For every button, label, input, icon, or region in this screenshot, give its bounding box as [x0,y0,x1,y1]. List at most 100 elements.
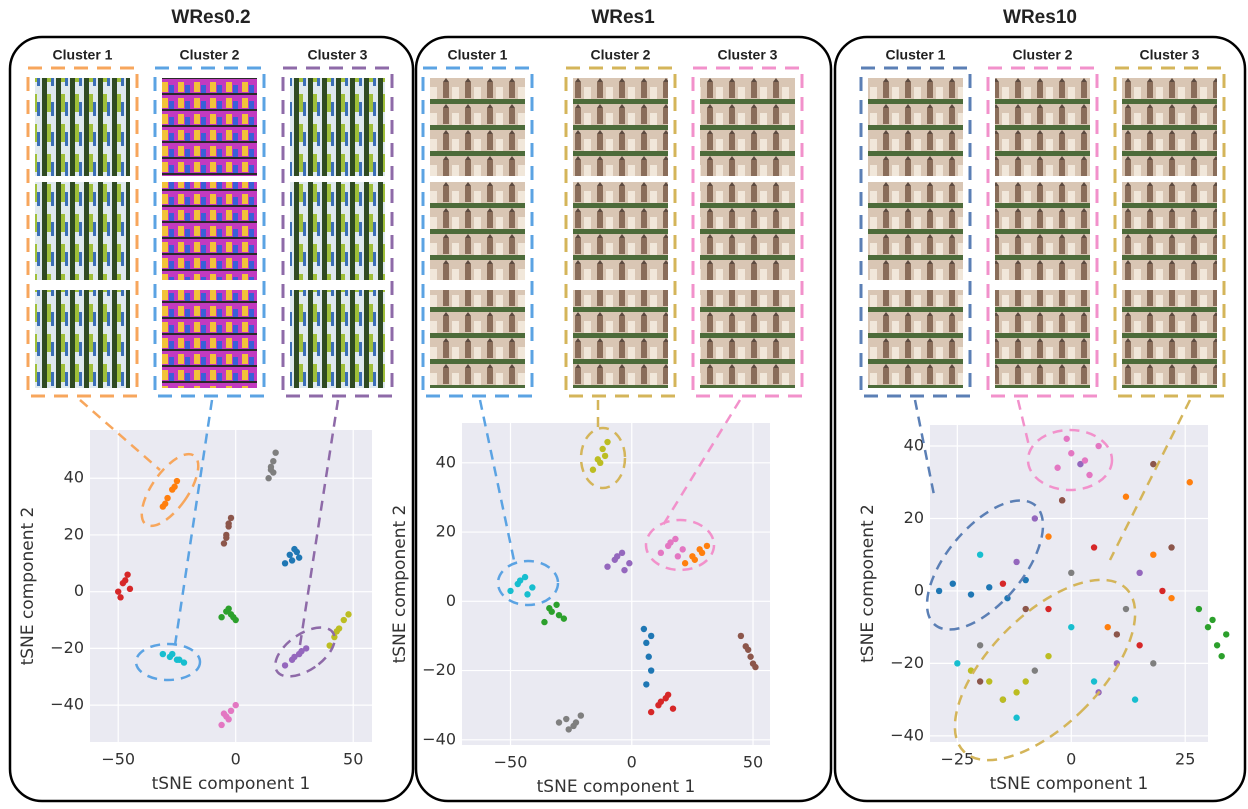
scatter-point [749,660,757,667]
y-tick-label: 0 [914,580,924,599]
scatter-point [345,611,352,618]
scatter-point [232,701,239,709]
image-tile [868,182,963,280]
scatter-point [1013,558,1020,566]
scatter-point [1054,464,1061,471]
image-tile [430,290,525,388]
scatter-point [1068,450,1075,457]
scatter-point [1113,631,1121,638]
scatter-point [986,584,993,591]
y-axis-label: tSNE component 2 [18,507,38,666]
scatter-point [303,645,310,652]
x-tick-label: −50 [101,750,135,769]
scatter-point [747,653,754,660]
scatter-point [1122,605,1130,613]
y-tick-label: −40 [890,725,924,744]
scatter-point [115,588,122,595]
scatter-point [986,678,993,685]
scatter-point [281,662,289,669]
image-tile [162,182,257,280]
y-axis-label: tSNE component 2 [390,505,410,664]
image-tile [35,78,130,176]
scatter-point [664,691,672,698]
scatter-point [1068,623,1075,631]
scatter-point [1159,587,1166,595]
connector [173,399,214,646]
scatter-point [1090,544,1098,551]
image-tile [1122,290,1217,388]
cluster-label: Cluster 2 [591,47,651,63]
image-tile [868,78,963,176]
x-tick-label: −50 [494,753,528,772]
scatter-point [1186,479,1193,486]
cluster-frame [1113,66,1226,398]
image-tile [995,182,1090,280]
scatter-point [679,546,686,553]
scatter-point [1150,460,1157,468]
scatter-point [546,605,553,612]
image-tile [1122,78,1217,176]
scatter-point [1077,460,1084,468]
highlight [1026,428,1114,492]
scatter-point [1022,605,1029,613]
scatter-point [935,587,943,595]
scatter-point [171,483,178,490]
scatter-point [267,463,275,471]
scatter-point [218,721,225,729]
scatter-point [565,726,572,733]
scatter-point [1150,660,1157,667]
scatter-point [976,642,984,649]
image-tile [700,290,795,388]
cluster-label: Cluster 2 [180,47,240,63]
x-axis-label: tSNE component 1 [152,774,311,794]
cluster-label: Cluster 2 [1013,47,1073,63]
scatter-point [1104,623,1111,631]
image-tile [700,182,795,280]
scatter-point [270,458,277,465]
scatter-point [173,477,181,485]
scatter-point [326,642,333,649]
cluster-label: Cluster 1 [448,47,508,63]
image-tile [995,290,1090,388]
cluster-label: Cluster 1 [886,47,946,63]
scatter-point [949,580,956,587]
scatter-point [999,696,1007,703]
cluster-label: Cluster 1 [53,47,113,63]
scatter-point [604,438,611,446]
scatter-point [698,549,706,557]
scatter-point [180,659,188,666]
scatter-point [1168,544,1175,551]
cluster-frame [281,66,394,398]
scatter-point [1131,696,1139,703]
scatter-point [1136,642,1143,649]
scatter-point [117,594,124,601]
scatter-point [164,494,171,502]
x-tick-label: 50 [743,753,763,772]
panel-title: WRes10 [1003,7,1077,28]
connector [478,399,517,566]
scatter-point [1090,678,1098,685]
scatter-point [703,542,711,550]
scatter-point [555,719,563,726]
scatter-point [331,633,338,641]
cluster-frame [986,66,1099,398]
scatter-point [227,514,235,522]
scatter-point [1058,497,1066,504]
scatter-point [1013,689,1020,696]
scatter-point [1086,471,1093,479]
cluster-frame [153,66,266,398]
scatter-point [553,601,560,608]
scatter-point [126,585,134,593]
scatter-point [225,605,232,612]
scatter-point [1013,714,1020,721]
scatter-point [1031,667,1039,674]
highlight [644,518,716,572]
scatter-point [220,710,228,717]
highlight [496,559,560,607]
scatter-point [1081,457,1089,464]
y-tick-label: 0 [74,581,84,600]
scatter-point [1209,616,1216,624]
plot-area [90,430,372,742]
scatter-point [657,698,665,705]
image-tile [995,78,1090,176]
